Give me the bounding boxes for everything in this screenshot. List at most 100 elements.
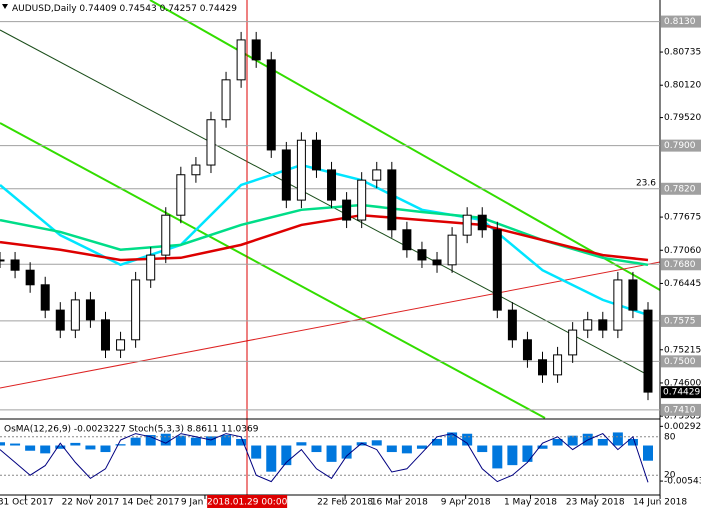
- level-label: 0.7500: [664, 357, 696, 367]
- osma-bar: [251, 445, 262, 459]
- osma-bar: [447, 432, 458, 446]
- candle: [492, 229, 502, 311]
- osma-bar: [612, 432, 623, 446]
- candle: [432, 259, 442, 266]
- last-price-box: [661, 386, 701, 399]
- candle: [266, 59, 276, 151]
- x-tick-label: 31 Oct 2017: [0, 498, 53, 508]
- candle: [568, 329, 578, 356]
- osma-bar: [70, 442, 81, 446]
- last-price-label: 0.74429: [663, 388, 700, 398]
- osma-bar: [492, 445, 503, 469]
- osma-tick-label: -0.005435: [664, 477, 701, 487]
- osma-bar: [160, 433, 171, 446]
- osma-bar: [627, 438, 638, 446]
- candle: [55, 309, 65, 331]
- osma-bar: [507, 445, 518, 466]
- y-tick-label: 0.74600: [664, 378, 701, 388]
- cursor-box: [207, 495, 288, 508]
- candle: [161, 214, 171, 256]
- x-tick-label: 14 Jun 2018: [633, 498, 687, 508]
- osma-bar: [643, 445, 653, 461]
- level-box: [661, 139, 701, 152]
- candle: [146, 254, 156, 281]
- y-tick-label: 0.80120: [664, 81, 701, 91]
- osma-bar: [100, 445, 111, 453]
- candle: [447, 234, 457, 266]
- header-icon: [2, 4, 8, 9]
- osma-bar: [567, 435, 578, 446]
- y-tick-label: 0.79520: [664, 113, 701, 123]
- x-tick-label: 14 Dec 2017: [122, 498, 180, 508]
- osma-bar: [537, 445, 548, 449]
- x-tick-label: 1 May 2018: [504, 498, 557, 508]
- chart-header: AUDUSD,Daily 0.74409 0.74543 0.74257 0.7…: [12, 4, 237, 14]
- candle: [342, 199, 352, 221]
- candle: [281, 149, 291, 201]
- stoch-line: [0, 433, 649, 483]
- level-label: 0.7410: [664, 405, 696, 415]
- indicator-title: OsMA(12,26,9) -0.0023227 Stoch(5,3,3) 8.…: [4, 425, 259, 435]
- candle: [25, 269, 35, 286]
- osma-bar: [371, 440, 382, 446]
- osma-bar: [326, 445, 337, 462]
- channel-line: [149, 0, 661, 291]
- candle: [70, 299, 80, 331]
- candle: [40, 284, 50, 311]
- level-box: [661, 403, 701, 416]
- candle: [417, 249, 427, 261]
- candle: [251, 39, 261, 61]
- osma-bar: [266, 445, 277, 472]
- candle: [522, 339, 532, 361]
- symbol: AUDUSD,Daily: [12, 4, 77, 14]
- osma-bar: [552, 438, 563, 446]
- osma-tick-label: 0.002929: [664, 422, 701, 432]
- candle: [462, 214, 472, 236]
- osma-bar: [205, 436, 216, 446]
- osma-bar: [522, 445, 533, 462]
- osma-bar: [401, 445, 412, 454]
- y-tick-label: 0.73985: [664, 412, 701, 422]
- x-tick-label: 23 May 2018: [566, 498, 625, 508]
- level-label: 0.7680: [664, 260, 696, 270]
- ohlc-value: 0.74409: [79, 4, 116, 14]
- candle: [236, 39, 246, 81]
- osma-bar: [145, 435, 156, 446]
- level-box: [661, 355, 701, 368]
- trend-line: [0, 261, 661, 389]
- candle: [643, 309, 653, 393]
- osma-bar: [311, 445, 322, 453]
- osma-bar: [597, 438, 608, 446]
- candle: [372, 169, 382, 181]
- osma-bar: [85, 445, 96, 450]
- osma-bar: [296, 442, 307, 446]
- candle: [85, 299, 95, 321]
- candle: [402, 229, 412, 251]
- osma-bar: [130, 437, 141, 446]
- osma-bar: [432, 438, 443, 446]
- osma-bar: [356, 442, 367, 446]
- ohlc-value: 0.74543: [120, 4, 157, 14]
- x-tick-label: 9 Apr 2018: [441, 498, 491, 508]
- osma-bar: [281, 445, 292, 466]
- candle: [206, 119, 216, 166]
- y-tick-label: 0.77060: [664, 246, 701, 256]
- trend-line: [0, 29, 649, 376]
- candle: [296, 139, 306, 201]
- level-label: 0.7820: [664, 184, 696, 194]
- stoch-tick-label: 80: [664, 432, 676, 442]
- level-box: [661, 258, 701, 271]
- x-tick-label: 22 Feb 2018: [317, 498, 373, 508]
- candle: [477, 214, 487, 231]
- candle: [327, 169, 337, 201]
- channel-line: [0, 122, 546, 419]
- y-tick-label: 0.76445: [664, 279, 701, 289]
- level-label: 0.8130: [664, 17, 696, 27]
- candle: [628, 279, 638, 311]
- x-tick-label: 22 Nov 2017: [62, 498, 120, 508]
- fib-label: 23.6: [636, 178, 656, 188]
- osma-bar: [40, 445, 51, 454]
- y-tick-label: 0.75215: [664, 345, 701, 355]
